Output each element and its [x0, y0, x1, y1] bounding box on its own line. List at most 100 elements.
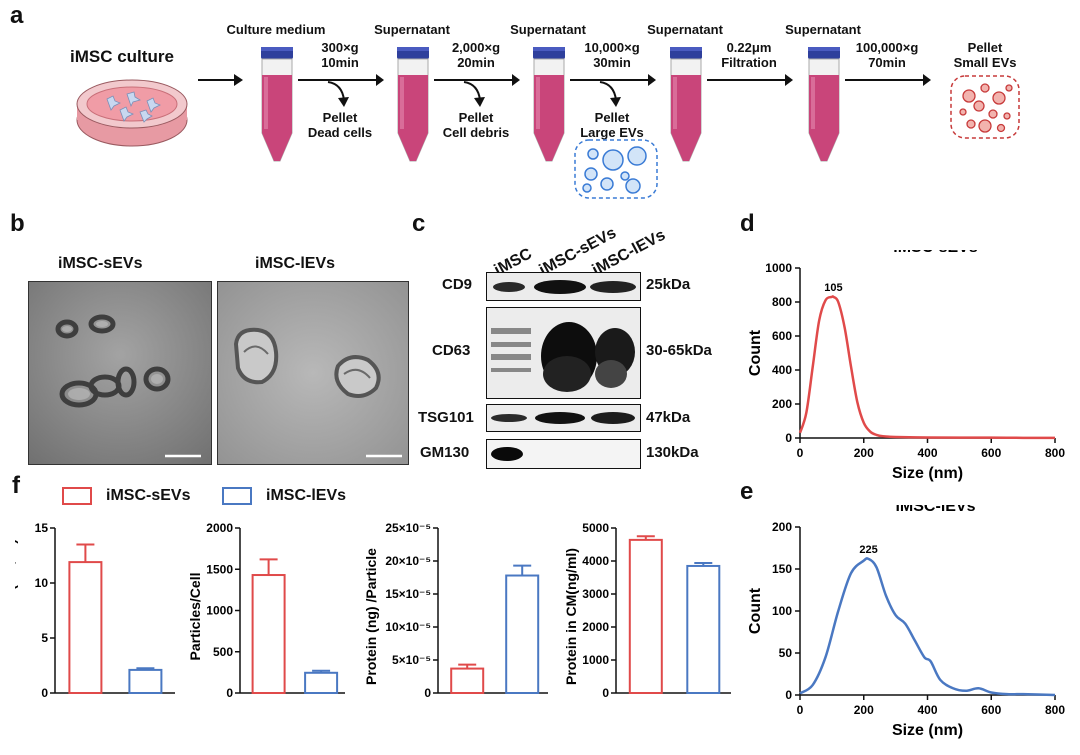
bar — [628, 538, 663, 694]
legend-label-sevs: iMSC-sEVs — [106, 487, 191, 504]
y-tick-label: 400 — [772, 363, 792, 377]
y-tick-label: 0 — [226, 686, 233, 700]
chart-e: iMSC-lEVs 0 50 100 150 200 0 200 400 600 800 Size (… — [747, 505, 1065, 739]
x-tick-label: 200 — [854, 703, 874, 717]
chart-d: iMSC-sEVs 0 200 400 600 800 1000 0 200 400 600 800 S… — [747, 250, 1065, 482]
x-tick-label: 0 — [797, 703, 804, 717]
x-axis-label: Size (nm) — [892, 465, 963, 482]
legend-swatch-levs — [222, 487, 252, 505]
culture-label: iMSC culture — [70, 47, 174, 66]
y-tick-label: 100 — [772, 604, 792, 618]
blot-gm130 — [486, 439, 641, 469]
peak-label: 105 — [824, 282, 842, 294]
marker-gm130: GM130 — [420, 444, 470, 461]
workflow-panel: iMSC culture Culture medium Supernatant — [0, 0, 1080, 200]
panel-label-c: c — [412, 210, 426, 237]
y-tick-label: 3000 — [582, 587, 609, 601]
bar — [505, 574, 540, 695]
arrow-icon — [845, 74, 931, 86]
panel-label-e: e — [740, 478, 754, 505]
chart-f1: 0 5 10 15 Particles in CM (10⁷/ml) — [15, 521, 175, 700]
step-output: Pellet Large EVs — [580, 110, 644, 140]
bar — [251, 574, 286, 694]
tube-label: Supernatant — [785, 22, 861, 37]
y-tick-label: 25×10⁻⁵ — [385, 521, 431, 535]
arrow-icon — [434, 74, 520, 86]
step-condition: 10,000×g 30min — [584, 40, 640, 70]
bar — [686, 564, 721, 695]
chart-title: iMSC-lEVs — [895, 505, 975, 515]
chart-title: iMSC-sEVs — [893, 250, 978, 256]
x-tick-label: 600 — [981, 446, 1001, 460]
y-tick-label: 600 — [772, 329, 792, 343]
x-tick-label: 0 — [797, 446, 804, 460]
chart-f3: 0 5×10⁻⁵ 10×10⁻⁵ 15×10⁻⁵ 20×10⁻⁵ 25×10⁻⁵ Prote… — [363, 521, 548, 700]
arrow-icon — [198, 74, 243, 86]
bar — [450, 667, 485, 695]
x-tick-label: 200 — [854, 446, 874, 460]
tem-image-levs — [217, 281, 409, 465]
y-tick-label: 1000 — [206, 604, 233, 618]
step-output: Pellet Cell debris — [442, 110, 510, 140]
y-tick-label: 4000 — [582, 554, 609, 568]
x-tick-label: 400 — [917, 703, 937, 717]
centrifuge-tube-icon — [670, 47, 702, 162]
centrifuge-tube-icon — [261, 47, 293, 162]
centrifuge-tube-icon — [397, 47, 429, 162]
arrow-icon — [298, 74, 384, 86]
step-condition: 300×g 10min — [321, 40, 359, 70]
curved-arrow-icon — [327, 81, 349, 107]
legend-swatch-sevs — [62, 487, 92, 505]
tube-label: Supernatant — [374, 22, 450, 37]
marker-cd9: CD9 — [442, 276, 473, 293]
marker-cd63: CD63 — [432, 342, 471, 359]
tem-image-sevs — [28, 281, 212, 465]
panel-label-f: f — [12, 472, 20, 499]
tem-title-sevs: iMSC-sEVs — [58, 255, 143, 272]
y-axis-label: Protein in CM(ng/ml) — [563, 548, 579, 685]
y-tick-label: 2000 — [206, 521, 233, 535]
bar — [68, 561, 103, 694]
y-tick-label: 1500 — [206, 562, 233, 576]
small-evs-icon — [950, 75, 1020, 139]
chart-f2: 0 500 1000 1500 2000 Particles/Cell — [187, 521, 345, 700]
x-tick-label: 400 — [917, 446, 937, 460]
y-tick-label: 1000 — [582, 653, 609, 667]
step-condition: 100,000×g 70min — [855, 40, 919, 70]
y-tick-label: 200 — [772, 520, 792, 534]
series-line — [799, 557, 1056, 697]
curved-arrow-icon — [463, 81, 485, 107]
y-tick-label: 150 — [772, 562, 792, 576]
final-pellet-label: Pellet Small EVs — [953, 40, 1017, 70]
x-axis-label: Size (nm) — [892, 722, 963, 739]
y-tick-label: 800 — [772, 295, 792, 309]
x-tick-label: 800 — [1045, 703, 1065, 717]
blot-cd9 — [486, 272, 641, 301]
arrow-icon — [707, 74, 793, 86]
y-tick-label: 20×10⁻⁵ — [385, 554, 431, 568]
y-tick-label: 1000 — [765, 261, 792, 275]
bar — [128, 668, 163, 694]
blot-tsg101 — [486, 404, 641, 432]
curved-arrow-icon — [599, 81, 621, 107]
tube-label: Culture medium — [226, 22, 326, 37]
size-gm130: 130kDa — [646, 444, 699, 461]
petri-dish-icon — [76, 79, 188, 147]
y-tick-label: 0 — [424, 686, 431, 700]
y-tick-label: 5000 — [582, 521, 609, 535]
y-tick-label: 200 — [772, 397, 792, 411]
y-tick-label: 0 — [41, 686, 48, 700]
y-axis-label: Count — [747, 587, 764, 634]
arrow-icon — [570, 74, 656, 86]
panel-label-d: d — [740, 210, 755, 237]
x-tick-label: 800 — [1045, 446, 1065, 460]
y-tick-label: 10×10⁻⁵ — [385, 620, 431, 634]
y-axis-label: Particles/Cell — [187, 573, 203, 661]
y-tick-label: 10 — [35, 576, 49, 590]
y-tick-label: 50 — [779, 646, 793, 660]
centrifuge-tube-icon — [808, 47, 840, 162]
legend-label-levs: iMSC-lEVs — [266, 487, 347, 504]
y-tick-label: 0 — [785, 688, 792, 702]
y-axis-label: Protein (ng) /Particle — [363, 548, 379, 685]
